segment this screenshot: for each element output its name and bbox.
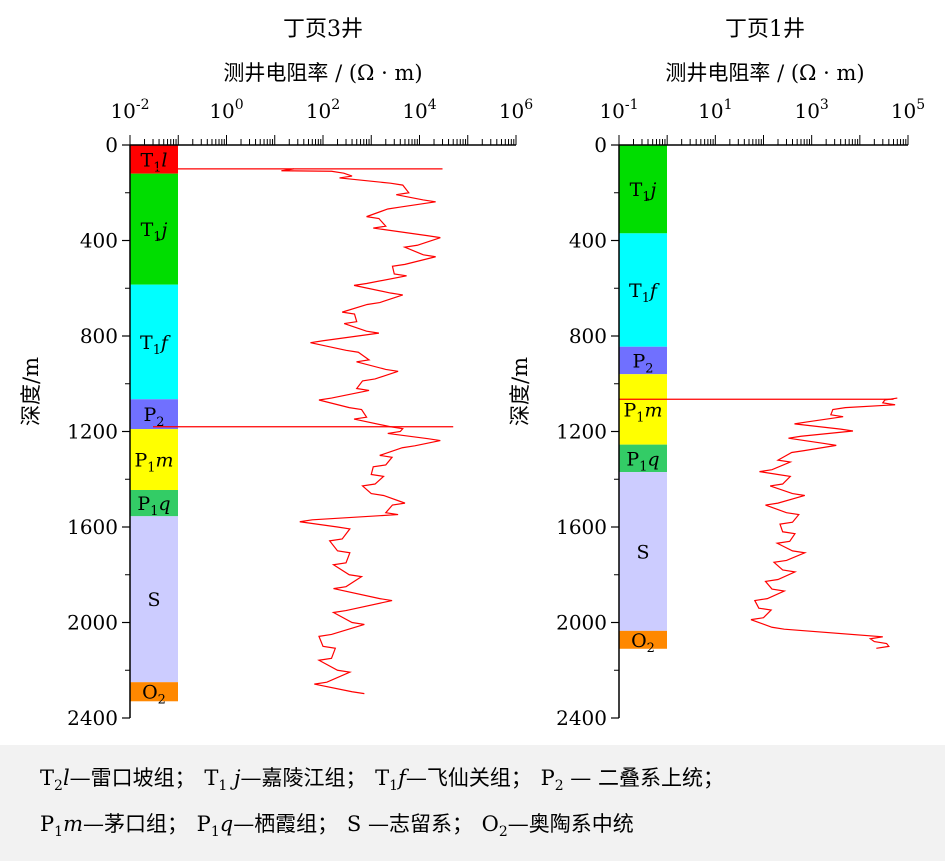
legend-row-2: P1m—茅口组； P1q—栖霞组； S —志留系； O2—奥陶系中统 [40,805,945,851]
y-axis-label: 深度/m [19,357,43,426]
strata-band [130,284,178,400]
strata-label: P1q [137,493,170,519]
y-tick-label: 400 [569,229,607,253]
y-tick-label: 800 [569,324,607,348]
strata-label: P2 [632,350,653,376]
strata-band [619,444,667,473]
chart-title: 丁页1井 [725,17,805,42]
y-tick-label: 2400 [67,706,118,730]
strata-band [619,472,667,631]
strata-label: T1j [630,179,657,205]
strata-label: P2 [143,404,164,430]
legend-item: T1f—飞仙关组； [375,766,532,795]
x-tick-label: 106 [499,97,533,123]
legend-item: P2 — 二叠系上统； [540,766,724,795]
strata-label: P1m [623,399,662,425]
strata-band [619,233,667,347]
legend-item: S —志留系； [346,812,473,837]
strata-band [619,346,667,375]
x-tick-label: 101 [698,97,732,123]
strata-label: T1j [141,219,168,245]
resistivity-curve [281,168,441,695]
y-tick-label: 800 [80,324,118,348]
strata-label: S [147,589,160,611]
resistivity-curve [750,397,898,649]
strata-band [619,145,667,234]
strata-label: S [636,541,649,563]
strata-label: T1l [141,149,168,175]
strata-label: T1f [140,332,171,358]
y-tick-label: 1200 [67,420,118,444]
strata-band [130,429,178,490]
strata-label: O2 [631,630,655,656]
strata-band [619,630,667,649]
strata-label: P1q [626,448,659,474]
x-axis-label: 测井电阻率 / (Ω · m) [223,61,422,85]
legend-item: O2—奥陶系中统 [481,812,634,841]
y-tick-label: 2400 [556,706,607,730]
x-tick-label: 10-2 [110,97,149,123]
strata-band [130,489,178,517]
y-tick-label: 0 [594,133,607,157]
y-tick-label: 2000 [67,611,118,635]
strata-band [130,399,178,430]
y-tick-label: 1200 [556,420,607,444]
y-tick-label: 1600 [556,515,607,539]
y-tick-label: 2000 [556,611,607,635]
y-axis-label: 深度/m [508,357,532,426]
strata-label: T1f [629,280,660,306]
x-tick-label: 100 [209,97,243,123]
y-tick-label: 0 [105,133,118,157]
strata-legend: T2l—雷口坡组； T1 j—嘉陵江组； T1f—飞仙关组； P2 — 二叠系上… [0,745,945,861]
legend-row-1: T2l—雷口坡组； T1 j—嘉陵江组； T1f—飞仙关组； P2 — 二叠系上… [40,759,945,805]
x-tick-label: 103 [794,97,828,123]
legend-item: P1m—茅口组； [40,812,188,841]
x-tick-label: 104 [402,97,436,123]
strata-band [619,374,667,445]
x-tick-label: 105 [891,97,925,123]
y-tick-label: 1600 [67,515,118,539]
legend-item: T2l—雷口坡组； [40,766,196,795]
strata-band [130,173,178,285]
strata-band [130,682,178,702]
strata-band [130,516,178,683]
legend-item: P1q—栖霞组； [196,812,339,841]
x-tick-label: 10-1 [599,97,638,123]
y-tick-label: 400 [80,229,118,253]
strata-label: P1m [134,450,173,476]
legend-item: T1 j—嘉陵江组； [204,766,367,795]
chart-title: 丁页3井 [283,17,363,42]
x-tick-label: 102 [306,97,340,123]
strata-label: O2 [142,682,166,708]
x-axis-label: 测井电阻率 / (Ω · m) [665,61,864,85]
